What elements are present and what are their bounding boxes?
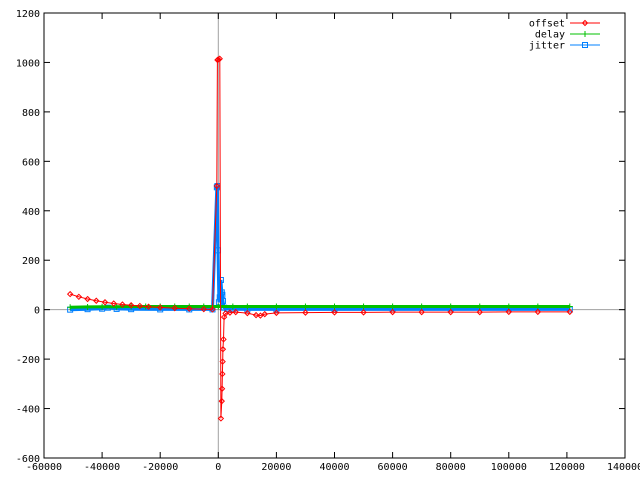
data-point-offset — [232, 308, 239, 316]
x-tick-label: 120000 — [549, 462, 585, 473]
x-tick-label: -40000 — [84, 462, 120, 473]
data-point-delay — [389, 303, 396, 310]
data-point-offset — [171, 304, 178, 312]
data-point-offset — [505, 308, 513, 316]
data-point-offset — [218, 385, 226, 392]
data-point-delay — [331, 303, 338, 310]
x-tick-label: 60000 — [378, 462, 408, 473]
legend-label-jitter: jitter — [529, 41, 565, 52]
x-tick-label: 140000 — [607, 462, 640, 473]
data-point-offset — [244, 309, 251, 317]
y-tick-label: -200 — [16, 355, 40, 366]
data-point-offset — [156, 304, 164, 311]
x-tick-label: -20000 — [142, 462, 178, 473]
legend-label-offset: offset — [529, 19, 565, 30]
data-point-delay — [418, 303, 425, 310]
data-point-offset — [215, 56, 222, 63]
data-point-delay — [566, 303, 573, 310]
data-point-offset — [389, 308, 396, 316]
x-tick-label: 40000 — [319, 462, 349, 473]
data-point-offset — [252, 311, 260, 319]
data-point-offset — [534, 308, 542, 316]
x-tick-label: 0 — [215, 462, 221, 473]
data-point-delay — [67, 304, 74, 311]
data-point-jitter — [219, 291, 226, 298]
data-point-offset — [331, 309, 338, 316]
data-point-offset — [186, 305, 193, 312]
data-point-delay — [534, 303, 541, 310]
x-tick-label: 20000 — [261, 462, 291, 473]
data-point-delay — [128, 303, 135, 310]
data-point-offset — [219, 346, 227, 353]
data-point-delay — [84, 303, 91, 310]
data-point-offset — [226, 309, 234, 316]
data-point-offset — [200, 305, 207, 313]
data-point-delay — [360, 303, 367, 310]
data-point-offset — [216, 55, 223, 62]
data-point-offset — [261, 310, 268, 318]
data-point-offset — [218, 397, 225, 405]
legend-marker-offset — [581, 19, 589, 27]
data-point-offset — [209, 306, 216, 313]
x-tick-label: 80000 — [436, 462, 466, 473]
y-tick-label: 600 — [22, 157, 40, 168]
data-point-offset — [219, 358, 226, 365]
data-point-offset — [93, 297, 100, 304]
data-point-offset — [220, 336, 227, 343]
y-tick-label: 400 — [22, 207, 40, 218]
data-point-offset — [476, 308, 483, 316]
legend-marker-jitter — [582, 42, 588, 48]
x-tick-label: -60000 — [26, 462, 62, 473]
data-point-delay — [113, 303, 120, 310]
series-line-jitter — [70, 185, 570, 312]
data-point-delay — [447, 303, 454, 310]
data-point-offset — [84, 295, 91, 303]
data-point-offset — [145, 303, 152, 310]
y-tick-label: -400 — [16, 405, 40, 416]
data-point-delay — [229, 303, 236, 310]
data-point-offset — [360, 309, 367, 316]
plot-frame — [43, 12, 626, 459]
y-tick-label: 800 — [22, 108, 40, 119]
y-tick-label: -600 — [16, 454, 40, 465]
data-point-delay — [476, 303, 483, 310]
y-tick-label: 0 — [34, 306, 40, 317]
data-point-offset — [136, 302, 144, 310]
data-point-offset — [213, 182, 221, 190]
data-point-offset — [127, 302, 135, 309]
legend-marker-delay — [582, 31, 588, 37]
data-point-offset — [302, 309, 309, 316]
data-point-delay — [505, 303, 512, 310]
data-point-offset — [217, 415, 225, 422]
data-point-offset — [447, 308, 454, 316]
data-point-offset — [273, 309, 280, 317]
data-point-delay — [273, 303, 280, 310]
data-point-offset — [110, 300, 117, 307]
data-point-offset — [566, 308, 574, 316]
data-point-offset — [101, 299, 109, 306]
data-point-offset — [66, 290, 74, 298]
y-tick-label: 1000 — [16, 58, 40, 69]
data-point-delay — [244, 303, 251, 310]
x-tick-label: 100000 — [491, 462, 527, 473]
y-tick-label: 200 — [22, 256, 40, 267]
data-point-offset — [418, 308, 425, 316]
data-point-delay — [302, 303, 309, 310]
data-point-offset — [119, 301, 126, 308]
data-point-offset — [257, 312, 264, 319]
series-line-offset — [69, 57, 570, 419]
data-point-offset — [75, 293, 83, 301]
data-point-offset — [219, 370, 226, 378]
data-point-delay — [99, 303, 106, 310]
y-tick-label: 1200 — [16, 9, 40, 20]
legend-label-delay: delay — [535, 30, 565, 41]
